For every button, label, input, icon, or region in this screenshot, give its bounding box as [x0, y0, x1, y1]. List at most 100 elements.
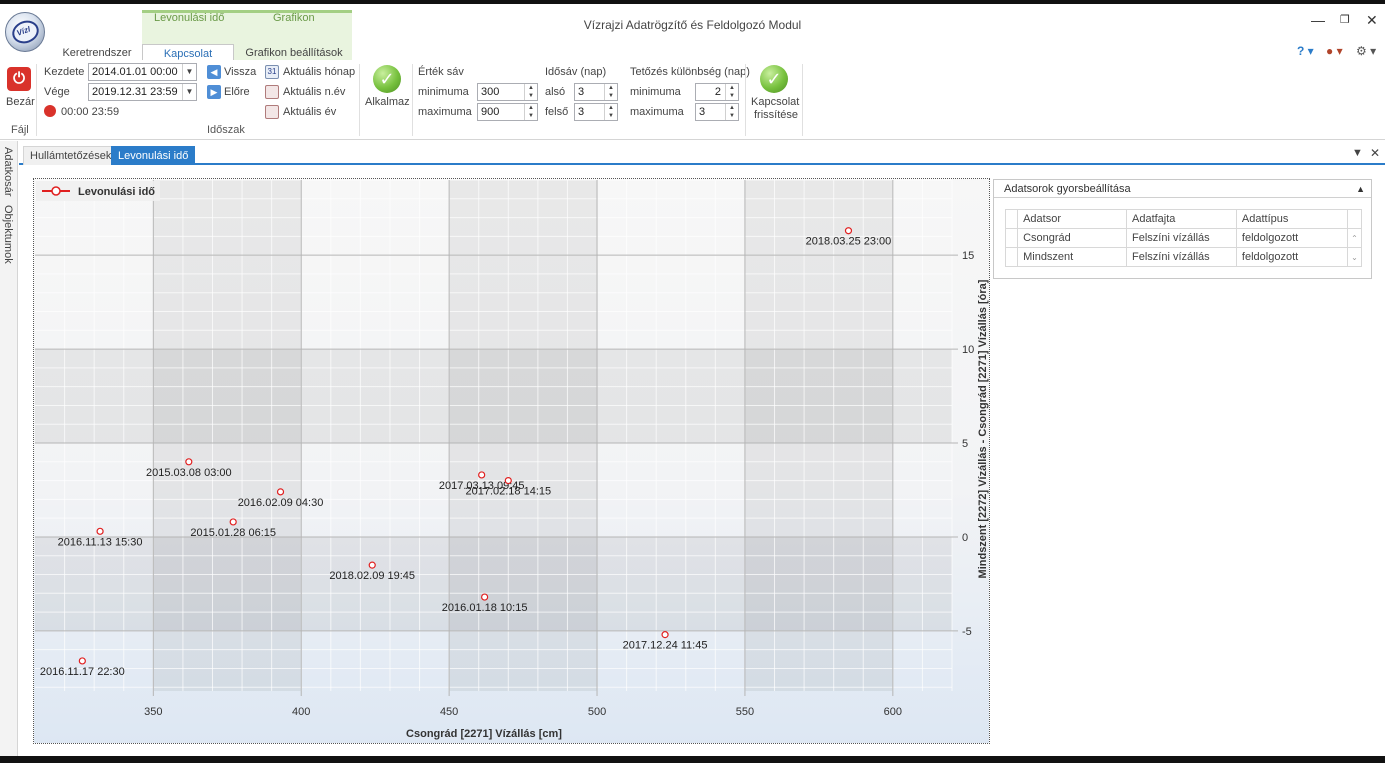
- scatter-chart[interactable]: 350 400 450 500 550 600 -5 0 5 10 15 2018.03.25 23…: [34, 179, 989, 743]
- spinner-arrows-icon[interactable]: ▲ ▼: [604, 84, 617, 100]
- collapse-icon[interactable]: ▲: [1356, 184, 1365, 194]
- calendar-quarter-icon[interactable]: [265, 85, 279, 99]
- quick-settings-title[interactable]: Adatsorok gyorsbeállítása ▲: [994, 180, 1371, 198]
- tetozes-max-spinner[interactable]: 3 ▲ ▼: [695, 103, 739, 121]
- tab-levonulasi-ido[interactable]: Levonulási idő: [111, 146, 196, 165]
- row-selector[interactable]: [1004, 247, 1019, 267]
- table-cell[interactable]: feldolgozott: [1235, 228, 1348, 248]
- quick-settings-table: Adatsor Adatfajta Adattípus Csongrád Fel…: [1004, 209, 1363, 267]
- x-axis-label: Csongrád [2271] Vízállás [cm]: [406, 728, 562, 740]
- chevron-down-icon[interactable]: ▼: [182, 64, 196, 80]
- sidebar-item-objektumok[interactable]: Objektumok: [2, 205, 14, 264]
- row-selector[interactable]: [1004, 228, 1019, 248]
- x-tick-label: 400: [292, 706, 310, 718]
- grid-band: [153, 180, 302, 691]
- close-button[interactable]: Bezár: [6, 96, 35, 108]
- x-tick-label: 500: [588, 706, 606, 718]
- clock-icon[interactable]: [44, 105, 56, 117]
- calendar-year-icon[interactable]: [265, 105, 279, 119]
- scroll-up-icon[interactable]: ⌃: [1346, 228, 1363, 248]
- data-label: 2016.11.17 22:30: [40, 666, 125, 678]
- row-selector-header: [1004, 209, 1019, 229]
- close-icon[interactable]: ✕: [1366, 12, 1378, 28]
- ertek-sav-title: Érték sáv: [418, 66, 464, 78]
- start-date-combo[interactable]: 2014.01.01 00:00 ▼: [88, 63, 197, 81]
- table-cell[interactable]: Felszíni vízállás: [1126, 247, 1237, 267]
- ertek-min-spinner[interactable]: 300 ▲ ▼: [477, 83, 538, 101]
- current-quarter-button[interactable]: Aktuális n.év: [283, 86, 346, 98]
- data-label: 2017.12.24 11:45: [623, 640, 708, 652]
- data-point: [78, 657, 86, 665]
- y-tick-label: -5: [962, 626, 972, 638]
- tab-grafikon-beallitasok[interactable]: Grafikon beállítások: [245, 47, 343, 59]
- ertek-min-label: minimuma: [418, 86, 469, 98]
- tab-keretrendszer[interactable]: Keretrendszer: [62, 47, 132, 59]
- column-header[interactable]: Adattípus: [1235, 209, 1348, 229]
- refresh-button-line2[interactable]: frissítése: [754, 109, 799, 121]
- current-year-button[interactable]: Aktuális év: [283, 106, 337, 118]
- checkmark-icon[interactable]: ✓: [373, 65, 401, 93]
- y-tick-label: 10: [962, 344, 974, 356]
- y-tick-label: 15: [962, 250, 974, 262]
- table-cell[interactable]: Felszíni vízállás: [1126, 228, 1237, 248]
- dropdown-icon[interactable]: ▼: [1352, 147, 1363, 159]
- ribbon: ⏻ Bezár Fájl Kezdete 2014.01.01 00:00 ▼ V…: [0, 60, 1385, 140]
- apply-button[interactable]: Alkalmaz: [365, 96, 410, 108]
- arrow-right-icon[interactable]: ▶: [207, 85, 221, 99]
- y-tick-label: 0: [962, 532, 968, 544]
- sidebar-item-adatkosar[interactable]: Adatkosár: [2, 147, 14, 197]
- column-header[interactable]: Adatfajta: [1126, 209, 1237, 229]
- refresh-check-icon[interactable]: ✓: [760, 65, 788, 93]
- idosav-upper-spinner[interactable]: 3 ▲ ▼: [574, 103, 618, 121]
- table-cell[interactable]: Csongrád: [1017, 228, 1127, 248]
- back-button[interactable]: Vissza: [224, 66, 257, 78]
- x-tick-label: 450: [440, 706, 458, 718]
- help-icon[interactable]: ? ▾: [1297, 44, 1314, 58]
- chevron-down-icon[interactable]: ▼: [182, 84, 196, 100]
- minimize-icon[interactable]: —: [1311, 12, 1325, 28]
- spinner-arrows-icon[interactable]: ▲ ▼: [524, 84, 537, 100]
- ertek-max-spinner[interactable]: 900 ▲ ▼: [477, 103, 538, 121]
- idosav-lower-label: alsó: [545, 86, 566, 98]
- restore-icon[interactable]: ❐: [1340, 14, 1350, 26]
- spinner-arrows-icon[interactable]: ▲ ▼: [725, 84, 738, 100]
- power-icon[interactable]: ⏻: [7, 67, 31, 91]
- y-tick-label: 5: [962, 438, 968, 450]
- scroll-down-icon[interactable]: ⌄: [1346, 247, 1363, 267]
- document-tabs: Hullámtetőzések Levonulási idő: [19, 143, 1385, 165]
- chart-area[interactable]: 350 400 450 500 550 600 -5 0 5 10 15 2018.03.25 23…: [33, 178, 990, 744]
- idosav-lower-spinner[interactable]: 3 ▲ ▼: [574, 83, 618, 101]
- tab-kapcsolat[interactable]: Kapcsolat: [142, 44, 234, 63]
- data-point: [478, 471, 486, 479]
- refresh-button-line1[interactable]: Kapcsolat: [751, 96, 800, 108]
- spinner-arrows-icon[interactable]: ▲ ▼: [524, 104, 537, 120]
- data-point: [844, 227, 853, 235]
- spinner-arrows-icon[interactable]: ▲ ▼: [725, 104, 738, 120]
- app-logo[interactable]: VízI: [5, 12, 45, 52]
- title-bar: VízI Levonulási idő Grafikon Vízrajzi Ad…: [0, 4, 1385, 63]
- x-tick-label: 600: [884, 706, 902, 718]
- close-panel-icon[interactable]: ✕: [1370, 146, 1381, 160]
- table-cell[interactable]: Mindszent: [1017, 247, 1127, 267]
- table-row[interactable]: Mindszent Felszíni vízállás feldolgozott…: [1004, 247, 1363, 267]
- x-tick-label: 550: [736, 706, 754, 718]
- arrow-left-icon[interactable]: ◀: [207, 65, 221, 79]
- tetozes-min-spinner[interactable]: 2 ▲ ▼: [695, 83, 739, 101]
- top-strip: [0, 0, 1385, 4]
- y-axis-label: Mindszent [2272] Vízállás - Csongrád [22…: [977, 279, 989, 578]
- calendar-month-icon[interactable]: 31: [265, 65, 279, 79]
- data-label: 2018.02.09 19:45: [329, 570, 415, 582]
- idosav-upper-label: felső: [545, 106, 569, 118]
- current-month-button[interactable]: Aktuális hónap: [283, 66, 356, 78]
- forward-button[interactable]: Előre: [224, 86, 250, 98]
- column-header[interactable]: Adatsor: [1017, 209, 1127, 229]
- spinner-arrows-icon[interactable]: ▲ ▼: [604, 104, 617, 120]
- settings-icon[interactable]: ⚙ ▾: [1356, 44, 1377, 58]
- tab-hullamtetozesek[interactable]: Hullámtetőzések: [23, 146, 119, 165]
- end-label: Vége: [44, 86, 70, 98]
- axis-ticks: 350 400 450 500 550 600 -5 0 5 10 15: [144, 250, 974, 718]
- end-date-combo[interactable]: 2019.12.31 23:59 ▼: [88, 83, 197, 101]
- table-row[interactable]: Csongrád Felszíni vízállás feldolgozott …: [1004, 228, 1363, 248]
- table-cell[interactable]: feldolgozott: [1235, 247, 1348, 267]
- user-icon[interactable]: ● ▾: [1326, 44, 1343, 58]
